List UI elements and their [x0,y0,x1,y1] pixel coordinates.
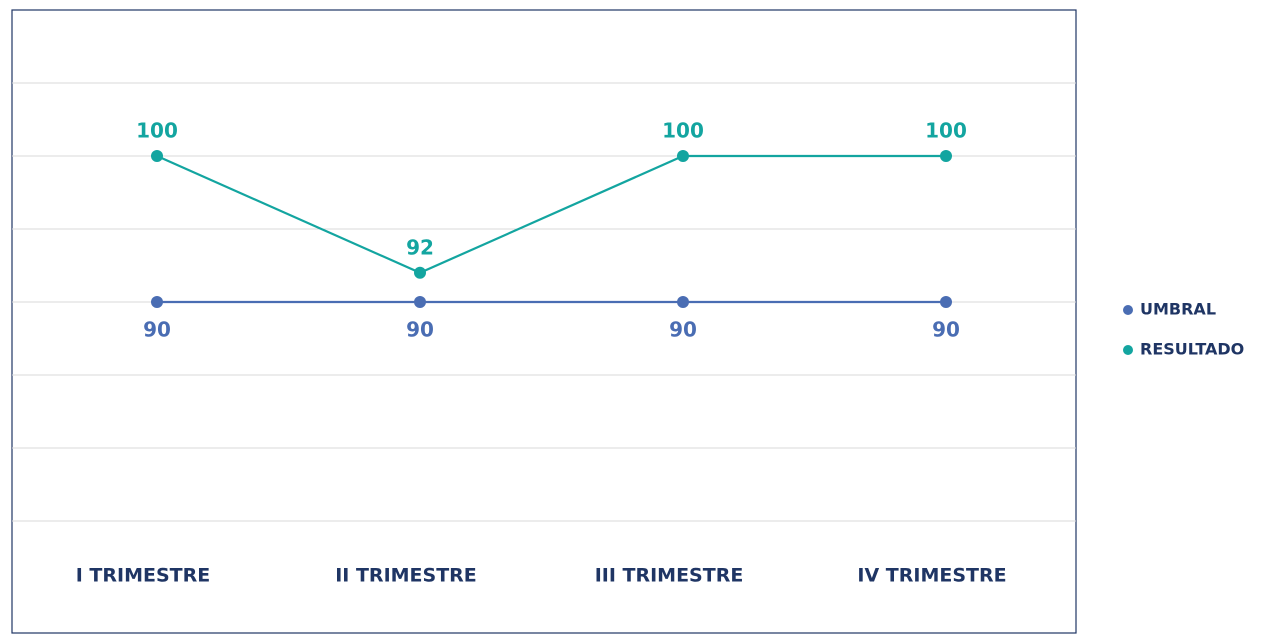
data-point [677,296,689,308]
legend-marker [1123,345,1133,355]
data-label: 90 [932,318,960,342]
legend-label: UMBRAL [1140,300,1216,319]
data-label: 90 [669,318,697,342]
data-label: 90 [143,318,171,342]
series-line [156,154,946,275]
x-tick-label: IV TRIMESTRE [857,565,1006,587]
legend-label: RESULTADO [1140,340,1244,359]
data-label: 92 [406,235,434,259]
data-label: 90 [406,318,434,342]
x-tick-label: I TRIMESTRE [76,565,210,587]
data-label: 100 [136,119,178,143]
data-label: 100 [662,119,704,143]
data-point [940,150,952,162]
data-point [940,296,952,308]
plot-frame [11,9,1077,634]
data-point [414,296,426,308]
data-point [677,150,689,162]
data-point [151,150,163,162]
x-tick-label: III TRIMESTRE [595,565,744,587]
data-label: 100 [925,119,967,143]
x-tick-label: II TRIMESTRE [335,565,477,587]
data-point [151,296,163,308]
legend-marker [1123,305,1133,315]
data-point [414,266,426,279]
